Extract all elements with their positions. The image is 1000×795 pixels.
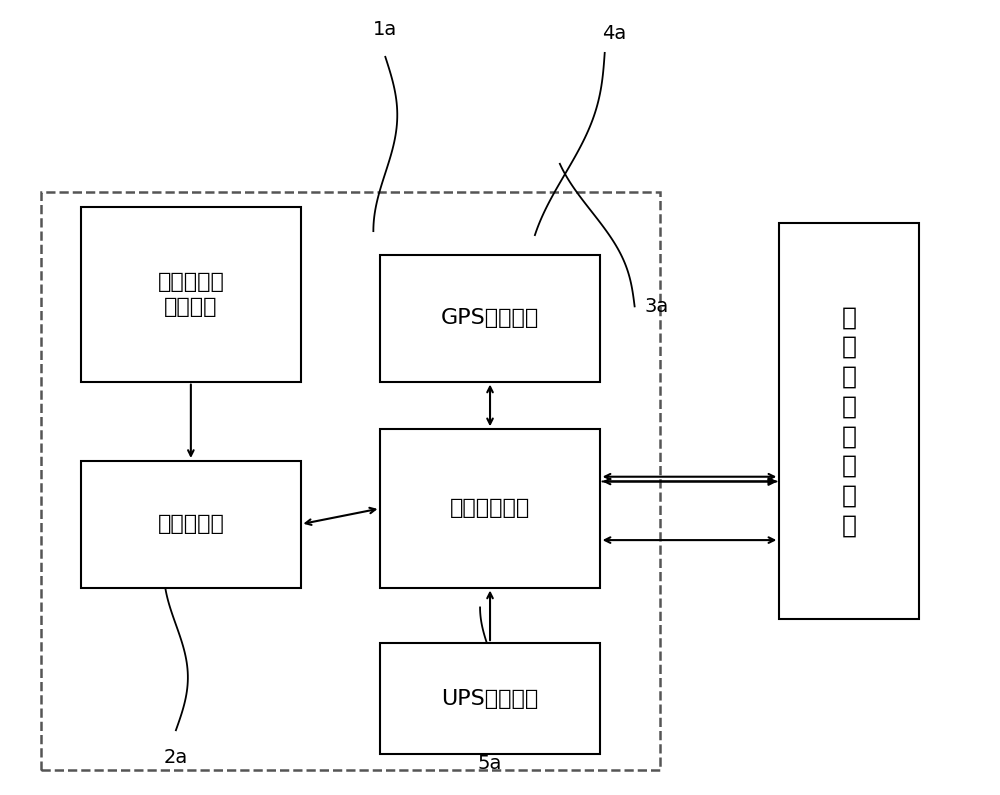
Text: 2a: 2a — [164, 748, 188, 767]
FancyBboxPatch shape — [380, 643, 600, 754]
Text: 嵌入式工控机: 嵌入式工控机 — [450, 498, 530, 518]
Text: GPS授时模块: GPS授时模块 — [441, 308, 539, 328]
FancyBboxPatch shape — [779, 223, 919, 619]
Text: 3a: 3a — [645, 297, 669, 316]
FancyBboxPatch shape — [81, 461, 301, 588]
Text: 矿
震
数
据
处
理
中
心: 矿 震 数 据 处 理 中 心 — [842, 305, 857, 537]
FancyBboxPatch shape — [380, 255, 600, 382]
Text: 5a: 5a — [478, 754, 502, 773]
Text: 4a: 4a — [603, 24, 627, 43]
FancyBboxPatch shape — [380, 429, 600, 588]
Text: 1a: 1a — [373, 20, 397, 39]
Text: 三分向加速
度传感器: 三分向加速 度传感器 — [157, 272, 224, 317]
FancyBboxPatch shape — [81, 207, 301, 382]
Text: UPS电源模块: UPS电源模块 — [441, 688, 539, 708]
Text: 数据采集器: 数据采集器 — [157, 514, 224, 534]
